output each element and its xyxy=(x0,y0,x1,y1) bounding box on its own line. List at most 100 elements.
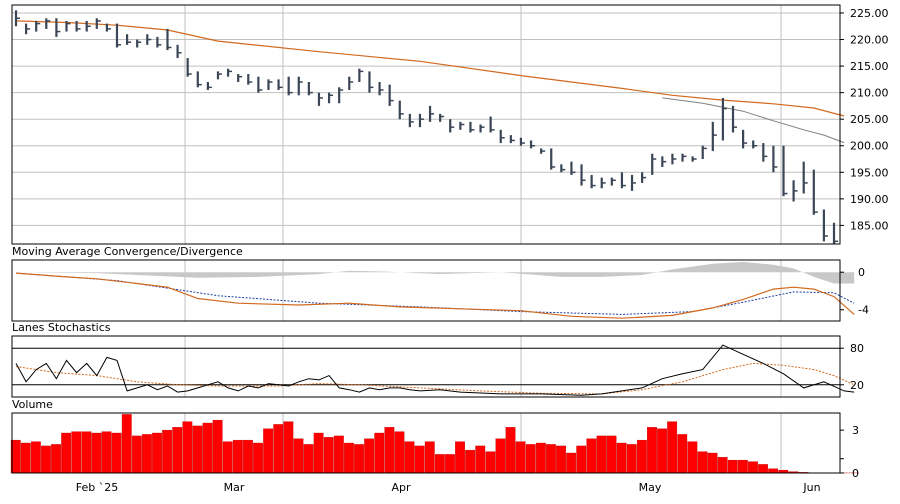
volume-bar xyxy=(728,460,738,473)
volume-bar xyxy=(263,429,273,473)
volume-bar xyxy=(597,436,607,473)
stoch-tick-label: 20 xyxy=(850,379,864,392)
volume-tick-label: 3 xyxy=(852,424,859,437)
volume-bar xyxy=(516,442,526,473)
volume-bar xyxy=(152,433,162,473)
volume-tick-label: 0 xyxy=(852,467,859,480)
stoch-d-line xyxy=(16,363,854,394)
volume-bar xyxy=(102,432,112,473)
volume-bar xyxy=(92,433,102,473)
volume-bar xyxy=(72,432,82,473)
volume-bar xyxy=(657,429,667,473)
price-tick-label: 205.00 xyxy=(850,113,889,126)
volume-bar xyxy=(748,462,758,473)
volume-bar xyxy=(203,423,213,473)
volume-bar xyxy=(435,454,445,473)
volume-panel-title: Volume xyxy=(12,398,53,411)
volume-bar xyxy=(193,426,203,473)
volume-bar xyxy=(758,464,768,473)
volume-bar xyxy=(738,460,748,473)
price-tick-label: 210.00 xyxy=(850,87,889,100)
volume-bar xyxy=(304,444,314,473)
macd-tick-label: 0 xyxy=(858,266,865,279)
macd-histogram xyxy=(16,262,854,284)
price-tick-label: 195.00 xyxy=(850,166,889,179)
volume-bar xyxy=(233,440,243,473)
volume-bar xyxy=(708,453,718,473)
volume-bar xyxy=(718,457,728,473)
volume-bar xyxy=(375,433,385,473)
price-tick-label: 220.00 xyxy=(850,34,889,47)
volume-bar xyxy=(385,427,395,473)
volume-bar xyxy=(627,444,637,473)
volume-bar xyxy=(688,442,698,473)
stochastics-panel: 80 20 xyxy=(12,342,864,395)
volume-bar xyxy=(284,422,294,473)
x-axis-label: May xyxy=(639,481,662,494)
price-tick-label: 185.00 xyxy=(850,219,889,232)
volume-bar xyxy=(536,443,546,473)
volume-bar xyxy=(61,433,71,473)
volume-bar xyxy=(213,420,223,473)
price-tick-label: 190.00 xyxy=(850,193,889,206)
stoch-panel-title: Lanes Stochastics xyxy=(12,321,111,334)
volume-bar xyxy=(415,446,425,473)
volume-bar xyxy=(334,436,344,473)
volume-bar xyxy=(455,442,465,473)
volume-bar xyxy=(122,414,132,473)
volume-bar xyxy=(566,453,576,473)
volume-bar xyxy=(496,439,506,473)
volume-bar xyxy=(344,443,354,473)
volume-bar xyxy=(476,446,486,473)
volume-bar xyxy=(556,446,566,473)
volume-bar xyxy=(173,427,183,473)
x-axis-label: Mar xyxy=(224,481,245,494)
volume-bar xyxy=(465,450,475,473)
volume-bar xyxy=(142,434,152,473)
volume-bar xyxy=(51,444,61,473)
volume-bar xyxy=(132,436,142,473)
volume-bar xyxy=(486,452,496,473)
price-tick-label: 215.00 xyxy=(850,60,889,73)
volume-bar xyxy=(526,444,536,473)
volume-panel: 30 xyxy=(11,414,859,480)
macd-tick-label: -4 xyxy=(858,304,869,317)
long-moving-average-line xyxy=(16,21,844,116)
volume-bar xyxy=(314,433,324,473)
price-tick-label: 225.00 xyxy=(850,7,889,20)
short-moving-average-line xyxy=(662,98,844,143)
volume-bar xyxy=(445,454,455,473)
volume-bar xyxy=(587,439,597,473)
volume-bar xyxy=(647,427,657,473)
volume-bar xyxy=(31,442,40,473)
volume-bar xyxy=(617,443,627,473)
price-bars xyxy=(16,10,838,244)
x-axis-label: Feb `25 xyxy=(76,481,118,494)
stoch-tick-label: 80 xyxy=(850,342,864,355)
stoch-k-line xyxy=(16,345,854,395)
volume-bar xyxy=(395,432,405,473)
volume-bar xyxy=(405,442,415,473)
volume-bar xyxy=(577,446,587,473)
volume-bar xyxy=(223,442,233,473)
volume-bar xyxy=(183,422,193,473)
volume-bar xyxy=(425,442,435,473)
volume-bar xyxy=(253,443,262,473)
volume-bar xyxy=(607,436,617,473)
volume-bar xyxy=(324,437,334,473)
volume-bar xyxy=(82,432,92,473)
volume-bar xyxy=(506,427,516,473)
volume-bar xyxy=(637,440,647,473)
price-tick-label: 200.00 xyxy=(850,140,889,153)
volume-bar xyxy=(698,452,708,473)
volume-bar xyxy=(667,422,677,473)
macd-line xyxy=(16,273,854,318)
x-axis-label: Jun xyxy=(802,481,820,494)
volume-bar xyxy=(162,430,172,473)
macd-panel: 0 -4 xyxy=(16,262,869,318)
x-axis-label: Apr xyxy=(391,481,411,494)
volume-bar xyxy=(546,444,556,473)
volume-bar xyxy=(243,440,253,473)
